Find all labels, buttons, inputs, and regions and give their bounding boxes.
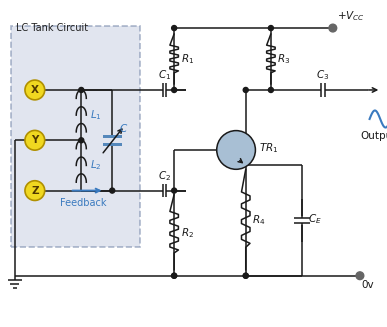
Circle shape — [110, 188, 115, 193]
FancyBboxPatch shape — [11, 26, 140, 247]
Circle shape — [25, 80, 45, 100]
Text: Output: Output — [360, 130, 387, 141]
Text: Y: Y — [31, 135, 39, 145]
Circle shape — [243, 273, 248, 278]
Circle shape — [269, 87, 273, 93]
Text: $C_2$: $C_2$ — [158, 169, 171, 183]
Circle shape — [172, 87, 176, 93]
Circle shape — [25, 181, 45, 200]
Text: $R_4$: $R_4$ — [252, 214, 266, 228]
Circle shape — [269, 26, 273, 30]
Text: $R_1$: $R_1$ — [181, 52, 194, 66]
Text: $C_3$: $C_3$ — [317, 68, 330, 82]
Circle shape — [172, 273, 176, 278]
Bar — [103, 143, 122, 146]
Circle shape — [172, 273, 176, 278]
Circle shape — [243, 87, 248, 93]
Bar — [103, 135, 122, 138]
Text: +$V_{CC}$: +$V_{CC}$ — [337, 9, 365, 24]
Text: 0v: 0v — [362, 280, 375, 290]
Circle shape — [217, 130, 255, 169]
Circle shape — [172, 26, 176, 30]
Text: $L_2$: $L_2$ — [90, 159, 101, 172]
Text: $C_1$: $C_1$ — [158, 68, 171, 82]
Circle shape — [79, 138, 84, 143]
Circle shape — [172, 188, 176, 193]
Text: $R_3$: $R_3$ — [277, 52, 291, 66]
Circle shape — [25, 130, 45, 150]
Text: $R_2$: $R_2$ — [181, 226, 194, 240]
Text: Feedback: Feedback — [60, 198, 106, 208]
Text: $C$: $C$ — [119, 123, 128, 134]
Circle shape — [243, 273, 248, 278]
Text: X: X — [31, 85, 39, 95]
Text: Z: Z — [31, 186, 39, 196]
Circle shape — [329, 24, 337, 32]
Text: $L_1$: $L_1$ — [90, 108, 101, 122]
Text: $C_E$: $C_E$ — [308, 212, 322, 226]
Circle shape — [356, 272, 364, 280]
Text: $TR_1$: $TR_1$ — [259, 141, 278, 155]
Circle shape — [79, 87, 84, 93]
Text: LC Tank Circuit: LC Tank Circuit — [16, 24, 88, 33]
